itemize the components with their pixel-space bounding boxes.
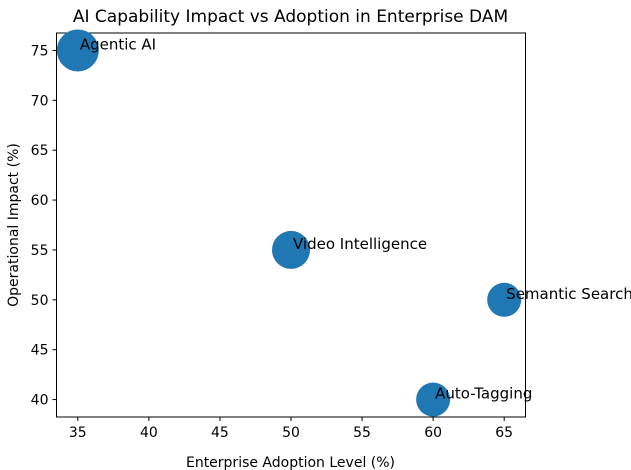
data-point-auto-tagging <box>416 382 451 417</box>
y-tick-label: 40 <box>31 393 49 409</box>
data-point-video-intelligence <box>272 230 310 269</box>
point-label-video-intelligence: Video Intelligence <box>293 235 427 253</box>
point-label-auto-tagging: Auto-Tagging <box>435 385 532 403</box>
x-tick-label: 55 <box>353 425 371 441</box>
x-tick-label: 35 <box>69 425 87 441</box>
x-axis-label: Enterprise Adoption Level (%) <box>185 455 396 470</box>
x-tick-label: 60 <box>424 425 442 441</box>
y-tick-label: 60 <box>31 193 49 209</box>
point-label-agentic-ai: Agentic AI <box>80 35 156 53</box>
point-label-semantic-search: Semantic Search <box>506 285 631 303</box>
y-tick-label: 75 <box>31 43 49 59</box>
data-point-agentic-ai <box>56 29 99 72</box>
x-tick-label: 45 <box>211 425 229 441</box>
x-tick-label: 65 <box>495 425 513 441</box>
y-tick-label: 50 <box>31 293 49 309</box>
x-tick-label: 40 <box>140 425 158 441</box>
data-point-semantic-search <box>487 282 522 317</box>
x-tick-label: 50 <box>282 425 300 441</box>
axes-frame <box>56 32 526 418</box>
y-tick-label: 55 <box>31 243 49 259</box>
y-tick-label: 70 <box>31 93 49 109</box>
y-tick-label: 65 <box>31 143 49 159</box>
y-tick-label: 45 <box>31 343 49 359</box>
chart-title: AI Capability Impact vs Adoption in Ente… <box>72 7 509 27</box>
